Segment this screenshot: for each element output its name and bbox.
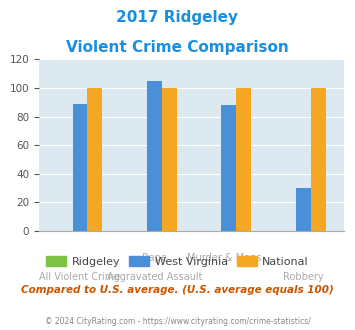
Text: Rape: Rape xyxy=(142,253,167,263)
Bar xyxy=(296,188,311,231)
Text: All Violent Crime: All Violent Crime xyxy=(39,272,121,282)
Text: Robbery: Robbery xyxy=(283,272,324,282)
Text: Aggravated Assault: Aggravated Assault xyxy=(107,272,202,282)
Text: Murder & Mans...: Murder & Mans... xyxy=(187,253,271,263)
Bar xyxy=(222,105,236,231)
Text: © 2024 CityRating.com - https://www.cityrating.com/crime-statistics/: © 2024 CityRating.com - https://www.city… xyxy=(45,317,310,326)
Legend: Ridgeley, West Virginia, National: Ridgeley, West Virginia, National xyxy=(42,251,313,271)
Bar xyxy=(162,88,177,231)
Text: Compared to U.S. average. (U.S. average equals 100): Compared to U.S. average. (U.S. average … xyxy=(21,285,334,295)
Text: 2017 Ridgeley: 2017 Ridgeley xyxy=(116,10,239,25)
Bar xyxy=(311,88,326,231)
Bar xyxy=(147,81,162,231)
Bar xyxy=(72,104,87,231)
Bar xyxy=(87,88,102,231)
Bar xyxy=(236,88,251,231)
Text: Violent Crime Comparison: Violent Crime Comparison xyxy=(66,40,289,54)
